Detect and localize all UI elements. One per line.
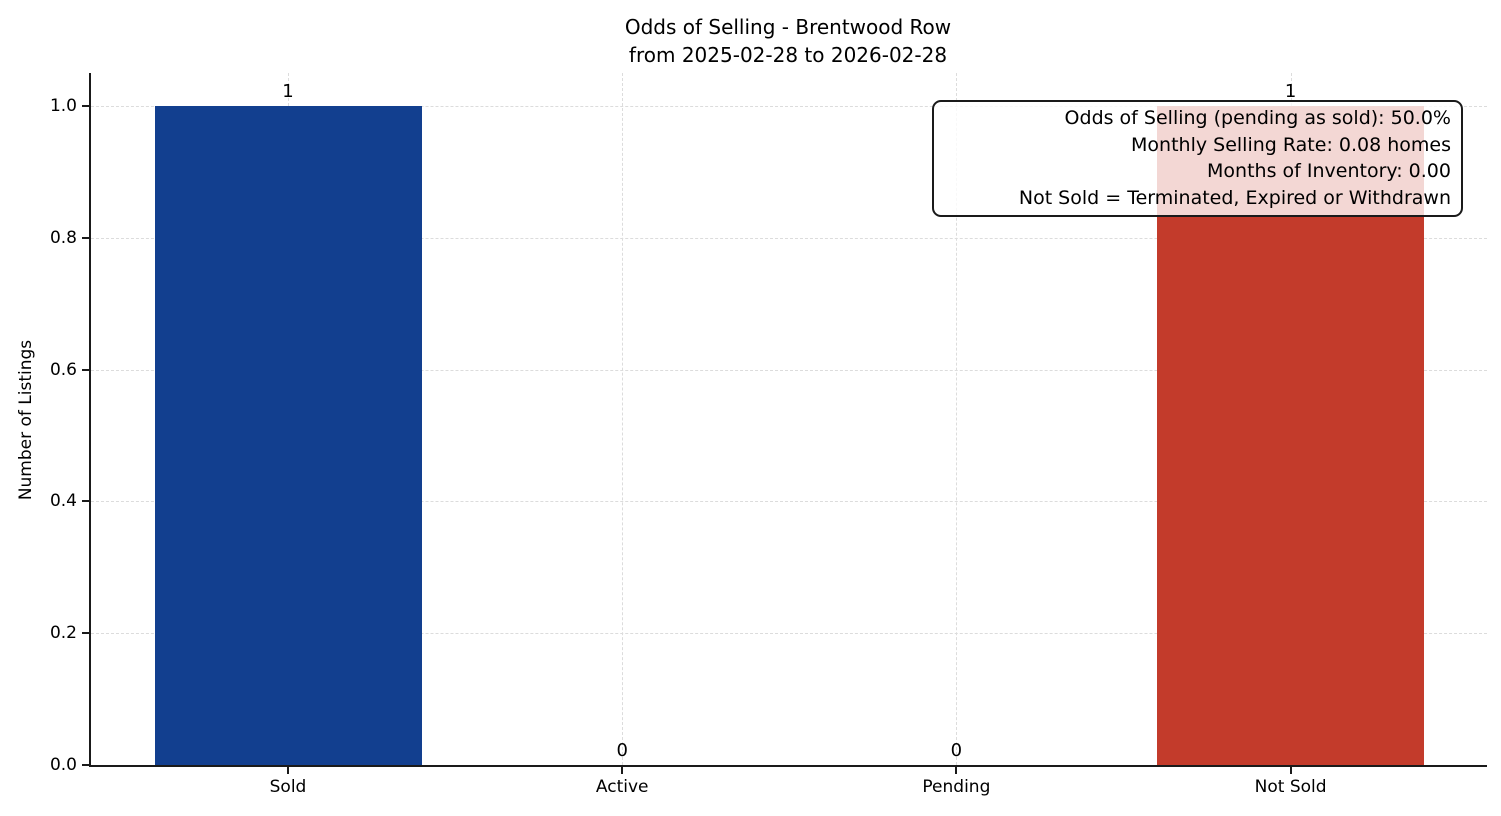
x-tick-label: Not Sold <box>1254 777 1327 797</box>
bar-value-label: 1 <box>282 80 294 102</box>
plot-area: Odds of Selling (pending as sold): 50.0%… <box>89 73 1487 767</box>
y-tick-label: 0.0 <box>49 755 77 775</box>
y-tick-label: 1.0 <box>49 95 77 116</box>
annotation-line-rate: Monthly Selling Rate: 0.08 homes <box>1131 133 1451 156</box>
x-gridline <box>956 73 958 765</box>
y-gridline <box>91 369 1487 371</box>
bar-value-label: 0 <box>616 740 628 761</box>
y-gridline <box>91 633 1487 635</box>
x-gridline <box>622 73 624 765</box>
y-tick-label: 0.6 <box>49 359 77 380</box>
annotation-line-notsold-note: Not Sold = Terminated, Expired or Withdr… <box>1018 186 1451 209</box>
y-gridline <box>91 237 1487 239</box>
y-tick-label: 0.2 <box>49 623 77 644</box>
x-tick-mark <box>955 767 958 774</box>
x-tick-mark <box>621 767 624 774</box>
bar-value-label: 0 <box>950 740 963 761</box>
x-tick-mark <box>287 767 289 774</box>
chart-title-block: Odds of Selling - Brentwood Row from 202… <box>91 13 1485 69</box>
y-tick-label: 0.4 <box>49 491 77 512</box>
y-tick-mark <box>82 236 89 239</box>
y-tick-mark <box>82 764 89 766</box>
bar-value-label: 1 <box>1284 80 1297 102</box>
annotation-box: Odds of Selling (pending as sold): 50.0%… <box>932 100 1463 217</box>
y-tick-mark <box>82 368 89 371</box>
annotation-line-inventory: Months of Inventory: 0.00 <box>1207 160 1451 182</box>
y-gridline <box>91 501 1487 503</box>
y-tick-mark <box>82 500 89 503</box>
y-tick-mark <box>82 632 89 635</box>
x-tick-label: Active <box>595 777 649 797</box>
annotation-line-odds: Odds of Selling (pending as sold): 50.0% <box>1064 107 1451 129</box>
y-gridline <box>91 105 1487 107</box>
x-tick-mark <box>1289 767 1292 774</box>
x-tick-label: Sold <box>269 777 307 797</box>
chart-subtitle: from 2025-02-28 to 2026-02-28 <box>628 43 948 67</box>
y-tick-mark <box>82 104 89 107</box>
bar-sold <box>154 105 422 765</box>
chart-title: Odds of Selling - Brentwood Row <box>624 15 952 39</box>
y-tick-label: 0.8 <box>49 227 77 248</box>
x-tick-label: Pending <box>922 777 991 797</box>
